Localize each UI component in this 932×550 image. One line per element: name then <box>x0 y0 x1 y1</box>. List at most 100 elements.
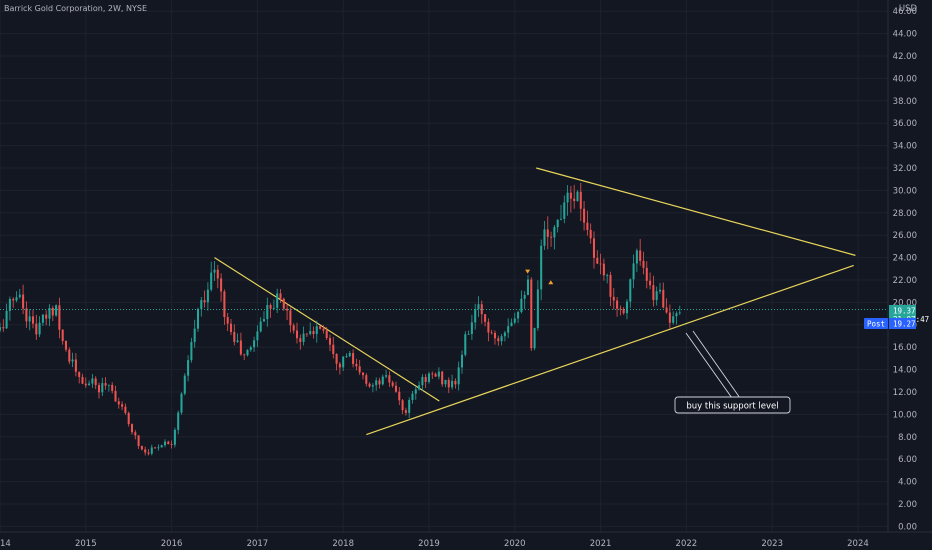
candle-body <box>500 336 503 342</box>
candle-body <box>579 191 582 209</box>
candle-body <box>517 312 520 319</box>
candle-body <box>424 376 427 382</box>
candle-body <box>398 391 401 401</box>
price-axis[interactable]: 0.00 2.00 4.00 6.00 8.00 10.00 12.00 14.00 16.00… <box>893 7 917 532</box>
candle-body <box>295 330 299 339</box>
candle-body <box>335 353 338 364</box>
candle-body <box>173 429 176 445</box>
price-tick-label: 42.00 <box>893 52 917 62</box>
candle-body <box>71 359 74 362</box>
earnings-marker-icon[interactable] <box>548 280 554 285</box>
candle-body <box>279 293 282 299</box>
candle-body <box>22 294 25 309</box>
candle-body <box>342 356 345 368</box>
candle-body <box>464 334 467 355</box>
candle-body <box>361 372 365 376</box>
candle-body <box>550 236 553 238</box>
candle-body <box>454 380 457 385</box>
candle-body <box>675 313 678 317</box>
candle-body <box>177 412 180 430</box>
candle-body <box>190 342 193 361</box>
candle-body <box>540 245 543 290</box>
time-tick-label: 2022 <box>676 539 698 549</box>
candle-body <box>589 229 592 239</box>
candle-body <box>55 305 58 316</box>
candle-body <box>78 371 81 377</box>
candle-body <box>503 332 506 337</box>
candle-body <box>609 274 612 297</box>
candle-body <box>602 263 605 276</box>
candle-body <box>94 378 97 386</box>
candle-body <box>474 309 477 323</box>
candle-body <box>200 300 203 309</box>
candle-body <box>319 326 322 329</box>
candle-body <box>556 219 559 228</box>
candle-body <box>111 384 114 391</box>
candle-body <box>612 296 615 301</box>
candle-body <box>599 263 602 265</box>
candle-body <box>408 399 411 413</box>
candle-body <box>216 269 219 279</box>
annotation-text: buy this support level <box>686 401 778 411</box>
candle-body <box>196 308 200 329</box>
candle-body <box>8 298 11 311</box>
candle-body <box>338 363 341 368</box>
candle-body <box>563 202 566 219</box>
price-tick-label: 16.00 <box>893 343 917 353</box>
candle-body <box>431 373 434 375</box>
trendline-2[interactable] <box>366 264 854 436</box>
candle-body <box>530 279 533 349</box>
post-price-value: 19.27 <box>893 320 916 329</box>
candle-body <box>226 317 229 324</box>
candle-body <box>325 330 328 338</box>
candle-body <box>236 340 239 342</box>
candle-body <box>31 316 35 324</box>
candle-body <box>451 380 454 388</box>
price-tick-label: 2.00 <box>898 500 917 510</box>
candle-body <box>328 337 332 345</box>
candle-body <box>536 289 539 329</box>
candle-body <box>130 424 134 433</box>
candle-body <box>58 305 61 330</box>
candle-body <box>358 366 361 373</box>
candle-body <box>662 289 665 308</box>
candle-body <box>137 435 140 446</box>
last-price-value: 19.37 <box>893 307 916 316</box>
candle-body <box>546 229 549 237</box>
candle-body <box>91 378 94 384</box>
candle-body <box>411 393 414 400</box>
candle-body <box>635 250 638 264</box>
candle-body <box>421 376 424 386</box>
candle-body <box>121 404 124 407</box>
chart-title: Barrick Gold Corporation, 2W, NYSE <box>4 4 147 13</box>
price-tick-label: 20.00 <box>893 298 917 308</box>
candle-body <box>573 198 576 201</box>
candle-body <box>467 333 470 335</box>
dividend-marker-icon[interactable] <box>525 269 531 274</box>
annotation-pointer-left <box>685 332 733 399</box>
candle-body <box>490 332 493 334</box>
candle-body <box>282 298 285 309</box>
candle-body <box>104 383 107 386</box>
candle-body <box>150 447 153 454</box>
event-markers[interactable] <box>525 269 554 285</box>
candle-body <box>239 340 242 355</box>
support-annotation[interactable]: buy this support level <box>674 330 791 414</box>
candle-body <box>441 371 444 385</box>
annotation-box[interactable] <box>674 396 791 414</box>
candle-body <box>388 375 391 383</box>
candle-body <box>404 410 407 413</box>
trendline-3[interactable] <box>536 167 856 256</box>
candle-body <box>302 333 305 342</box>
candle-body <box>210 272 213 290</box>
candle-body <box>147 452 150 454</box>
candle-body <box>616 300 619 309</box>
candle-body <box>246 349 249 356</box>
candle-body <box>592 238 596 258</box>
post-market-badge: Post 19.27 <box>864 318 916 329</box>
candle-body <box>434 373 437 377</box>
time-axis[interactable]: 2014 2015 2016 2017 2018 2019 2020 2021 2022 2023… <box>0 539 869 549</box>
candle-body <box>678 312 681 314</box>
time-tick-label: 2020 <box>504 539 526 549</box>
